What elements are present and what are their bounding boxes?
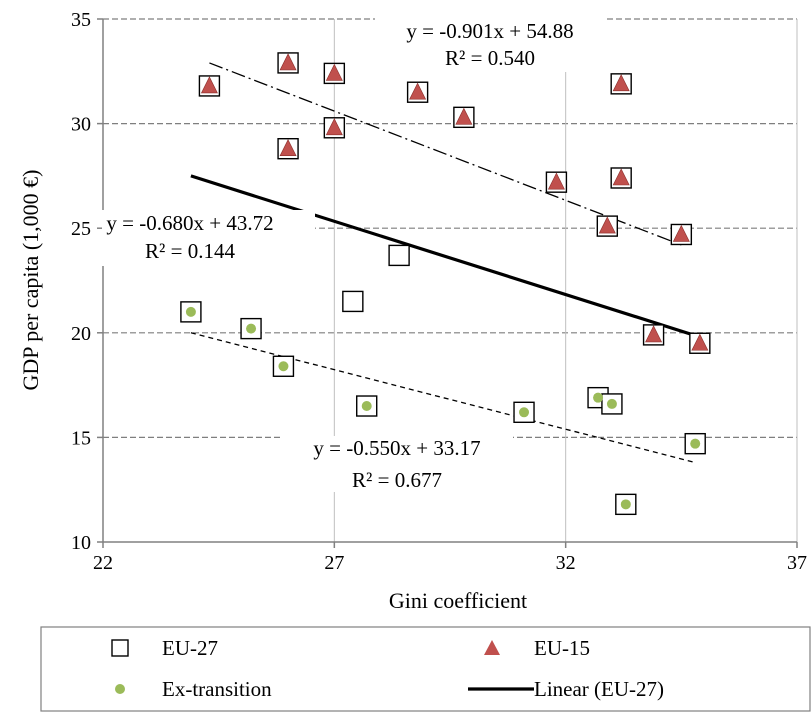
ex-transition-point [246, 323, 257, 334]
eu15-point [200, 76, 218, 94]
trendline-equation: y = -0.901x + 54.88 [406, 19, 573, 43]
trendline-r-squared: R² = 0.677 [352, 468, 442, 492]
x-tick-label: 22 [93, 552, 113, 574]
trendlines [190, 62, 701, 464]
eu27-point [388, 244, 410, 267]
trendline-equations: y = -0.680x + 43.72 R² = 0.144 y = -0.901x… [102, 18, 607, 492]
trendline-r-squared: R² = 0.144 [145, 239, 235, 263]
eu15-point [598, 216, 616, 234]
eu15-point [547, 172, 565, 190]
trendline-solid [190, 174, 701, 339]
trendline-dashed [190, 332, 696, 464]
eu15-point [279, 53, 297, 71]
x-tick-label: 32 [556, 552, 576, 574]
eu15-point [455, 107, 473, 125]
ex-transition-point [593, 392, 604, 403]
eu15-point [645, 325, 663, 343]
equation-background [375, 18, 607, 72]
eu15-point [612, 74, 630, 92]
ex-transition-point [606, 398, 617, 409]
y-tick-label: 35 [71, 9, 91, 31]
eu15-point [325, 63, 343, 81]
legend-box [40, 626, 811, 712]
y-axis-title: GDP per capita (1,000 €) [18, 170, 43, 391]
legend-label: EU-27 [162, 636, 218, 660]
eu15-point [279, 139, 297, 157]
x-tick-label: 27 [324, 552, 344, 574]
ex-transition-point [620, 499, 631, 510]
trendline-dash-dot [209, 62, 682, 246]
equation-background [283, 436, 513, 492]
trendline-equation: y = -0.550x + 33.17 [313, 436, 480, 460]
legend-ex-transition-marker [115, 684, 125, 694]
eu15-point [612, 168, 630, 186]
ex-transition-point [519, 407, 530, 418]
x-tick-label: 37 [787, 552, 807, 574]
ex-transition-point [361, 401, 372, 412]
ex-transition-point [278, 361, 289, 372]
equation-background [102, 210, 315, 266]
trendline-equation: y = -0.680x + 43.72 [106, 211, 273, 235]
ex-transition-point [185, 306, 196, 317]
eu27-point [342, 290, 364, 313]
y-tick-label: 25 [71, 218, 91, 240]
eu15-point [691, 333, 709, 351]
legend-eu15-marker [484, 640, 500, 655]
trendline-r-squared: R² = 0.540 [445, 46, 535, 70]
axes [97, 18, 798, 548]
y-tick-label: 20 [71, 323, 91, 345]
eu15-point [325, 118, 343, 136]
legend-label: Linear (EU-27) [534, 677, 664, 701]
y-tick-label: 15 [71, 427, 91, 449]
legend: EU-27 EU-15 Ex-transition Linear (EU-27) [40, 626, 811, 712]
data-points [180, 52, 711, 516]
legend-label: Ex-transition [162, 677, 272, 701]
eu15-point [672, 224, 690, 242]
y-tick-label: 10 [71, 532, 91, 554]
legend-label: EU-15 [534, 636, 590, 660]
eu15-point [409, 82, 427, 100]
tick-labels: 10 15 20 25 30 35 22 27 32 37 [71, 9, 807, 574]
legend-eu27-marker [111, 639, 129, 657]
y-tick-label: 30 [71, 114, 91, 136]
x-axis-title: Gini coefficient [389, 588, 527, 613]
ex-transition-point [690, 438, 701, 449]
